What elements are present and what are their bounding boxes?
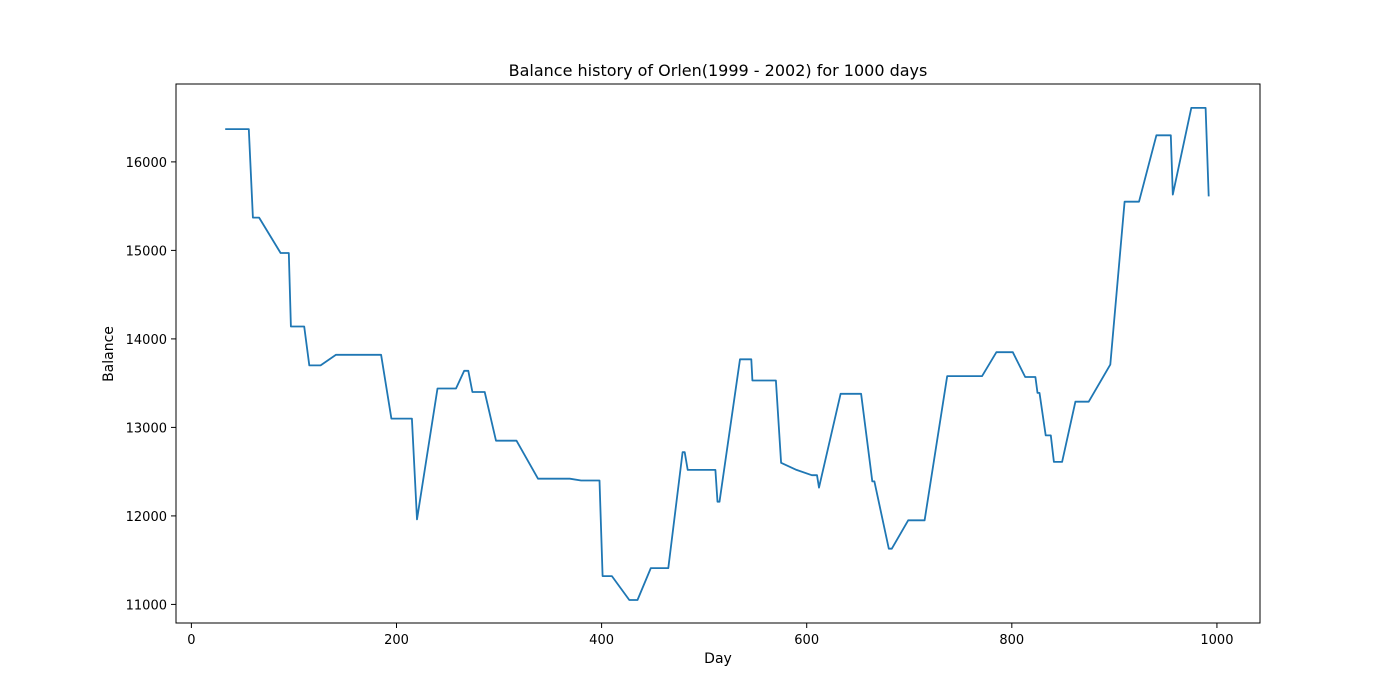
x-tick-label: 0 xyxy=(187,633,195,648)
plot-frame xyxy=(175,83,1261,624)
plot-area xyxy=(176,84,1260,623)
x-tick-label: 200 xyxy=(384,633,409,648)
x-tick-label: 600 xyxy=(794,633,819,648)
y-tick-label: 16000 xyxy=(126,156,167,171)
x-tick-label: 800 xyxy=(999,633,1024,648)
y-axis-label: Balance xyxy=(101,326,117,382)
y-tick-label: 12000 xyxy=(126,510,167,525)
x-tick-label: 1000 xyxy=(1200,633,1233,648)
x-axis-label: Day xyxy=(704,651,732,667)
x-tick-label: 400 xyxy=(589,633,614,648)
y-tick-label: 14000 xyxy=(126,333,167,348)
x-axis: 0 200 400 600 800 1000 xyxy=(187,623,1233,648)
series-line xyxy=(225,107,1210,601)
y-tick-label: 15000 xyxy=(126,244,167,259)
y-axis: 11000 12000 13000 14000 15000 16000 xyxy=(126,156,176,613)
y-tick-label: 13000 xyxy=(126,421,167,436)
y-tick-label: 11000 xyxy=(126,598,167,613)
chart-title: Balance history of Orlen(1999 - 2002) fo… xyxy=(509,61,928,80)
